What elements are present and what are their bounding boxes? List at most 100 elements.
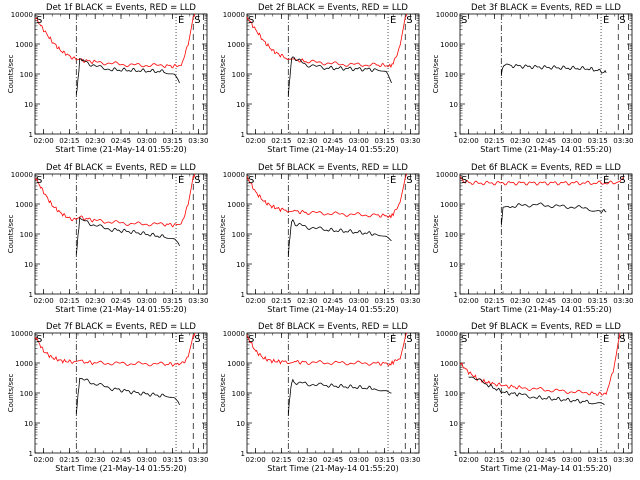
x-tick-label: 02:45 [111,137,131,145]
x-tick-label: 02:15 [59,456,79,464]
x-tick-label: 03:15 [375,297,395,305]
x-tick-label: 03:30 [188,456,208,464]
x-axis-label: Start Time (21-May-14 01:55:20) [55,464,186,473]
lld-series [459,176,624,186]
chart-panel-9: Det 9f BLACK = Events, RED = LLD 1 10 100 10… [432,322,633,473]
x-tick-label: 02:00 [246,456,266,464]
marker-left: S [461,175,467,186]
y-tick-label: 10 [236,101,245,109]
y-tick-label: 10 [24,101,33,109]
x-axis-label: Start Time (21-May-14 01:55:20) [267,464,398,473]
y-tick-label: 10 [449,101,458,109]
marker-right: S [619,15,625,26]
x-tick-label: 02:30 [510,297,530,305]
marker-left: S [248,334,254,345]
y-axis-label: Counts/sec [219,374,227,413]
y-tick-label: 10 [236,261,245,269]
chart-title: Det 3f BLACK = Events, RED = LLD [471,3,621,13]
chart-panel-6: Det 6f BLACK = Events, RED = LLD 1 10 100 10… [432,163,633,314]
y-tick-label: 1000 [15,360,33,368]
x-tick-label: 03:00 [137,297,157,305]
plot-frame [34,13,208,135]
y-axis-label: Counts/sec [219,55,227,94]
y-tick-label: 100 [232,390,245,398]
chart-title: Det 4f BLACK = Events, RED = LLD [46,163,196,173]
lld-series [246,332,408,367]
y-tick-label: 100 [20,390,33,398]
x-tick-label: 02:45 [536,297,556,305]
y-axis-label: Counts/sec [7,55,15,94]
events-series [75,377,180,415]
x-tick-label: 02:30 [85,456,105,464]
marker-left: S [461,15,467,26]
x-tick-label: 02:30 [510,137,530,145]
y-tick-label: 1 [241,291,245,299]
chart-panel-3: Det 3f BLACK = Events, RED = LLD 1 10 100 10… [432,3,633,154]
lld-series [246,173,408,219]
marker-mid: E [390,15,396,26]
y-tick-label: 1000 [15,201,33,209]
x-tick-label: 02:00 [459,456,479,464]
chart-panel-5: Det 5f BLACK = Events, RED = LLD 1 10 100 10… [219,163,420,314]
x-tick-label: 02:30 [297,297,317,305]
events-series [75,216,180,255]
x-tick-label: 02:00 [34,297,54,305]
x-tick-label: 02:45 [323,456,343,464]
marker-left: S [248,15,254,26]
plot-frame [459,173,633,295]
lld-series [459,332,621,396]
marker-mid: E [178,334,184,345]
x-tick-label: 03:30 [613,456,633,464]
chart-title: Det 1f BLACK = Events, RED = LLD [46,3,196,13]
marker-right: S [619,334,625,345]
x-tick-label: 02:45 [111,456,131,464]
marker-right: S [194,175,200,186]
x-tick-label: 03:15 [163,137,183,145]
x-tick-label: 02:30 [85,297,105,305]
x-tick-label: 03:15 [588,456,608,464]
x-tick-label: 03:00 [562,456,582,464]
x-axis-label: Start Time (21-May-14 01:55:20) [267,305,398,314]
x-tick-label: 02:15 [271,137,291,145]
x-tick-label: 03:00 [562,137,582,145]
x-tick-label: 02:15 [59,297,79,305]
x-tick-label: 02:15 [271,456,291,464]
marker-left: S [36,175,42,186]
y-tick-label: 10000 [11,171,33,179]
marker-left: S [36,15,42,26]
x-tick-label: 03:30 [400,297,420,305]
x-tick-label: 03:30 [400,137,420,145]
x-axis-label: Start Time (21-May-14 01:55:20) [480,464,611,473]
lld-series [34,13,196,69]
x-axis-label: Start Time (21-May-14 01:55:20) [267,145,398,154]
y-tick-label: 1 [454,291,458,299]
y-tick-label: 10 [24,420,33,428]
lld-series [34,173,196,228]
x-tick-label: 03:15 [163,297,183,305]
y-axis-label: Counts/sec [432,55,440,94]
plot-frame [34,173,208,295]
x-tick-label: 02:00 [246,297,266,305]
y-tick-label: 1 [454,450,458,458]
y-tick-label: 1 [454,131,458,139]
x-tick-label: 03:00 [137,137,157,145]
x-tick-label: 02:45 [111,297,131,305]
x-tick-label: 02:45 [536,456,556,464]
y-tick-label: 100 [20,71,33,79]
y-tick-label: 10 [24,261,33,269]
x-tick-label: 02:45 [323,297,343,305]
events-series [287,218,392,257]
x-tick-label: 02:15 [484,297,504,305]
marker-right: S [194,15,200,26]
x-tick-label: 03:00 [562,297,582,305]
marker-mid: E [603,15,609,26]
y-tick-label: 1000 [227,41,245,49]
chart-title: Det 6f BLACK = Events, RED = LLD [471,163,621,173]
x-tick-label: 02:15 [484,456,504,464]
x-tick-label: 03:30 [613,137,633,145]
x-tick-label: 02:00 [246,137,266,145]
chart-title: Det 5f BLACK = Events, RED = LLD [258,163,408,173]
y-tick-label: 10000 [436,330,458,338]
y-axis-label: Counts/sec [7,215,15,254]
